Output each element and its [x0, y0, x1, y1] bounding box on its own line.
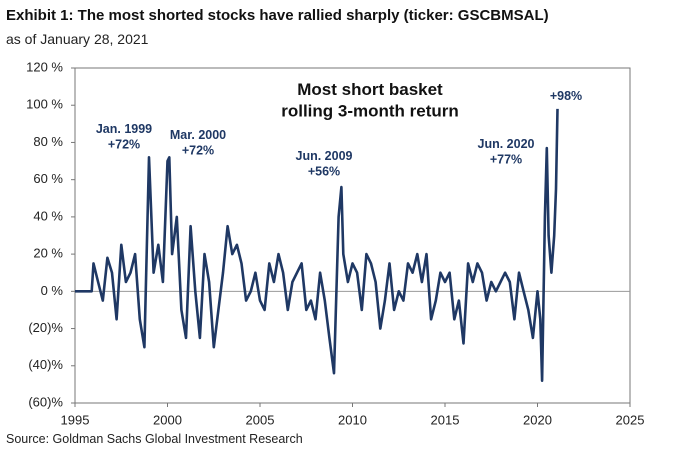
x-tick-label: 2025 [616, 412, 645, 427]
x-tick-label: 2005 [246, 412, 275, 427]
y-tick-label: 20 % [33, 246, 63, 261]
y-tick-label: 120 % [26, 59, 63, 74]
chart-label: Most short basket [297, 80, 443, 99]
chart-title: Exhibit 1: The most shorted stocks have … [6, 7, 549, 24]
y-tick-label: 80 % [33, 134, 63, 149]
x-tick-label: 2010 [338, 412, 367, 427]
annotation: +98% [550, 89, 582, 103]
annotation: Mar. 2000 [170, 128, 226, 142]
x-tick-label: 2000 [153, 412, 182, 427]
x-tick-label: 1995 [61, 412, 90, 427]
x-tick-label: 2020 [523, 412, 552, 427]
y-tick-label: 0 % [41, 283, 64, 298]
annotation: Jun. 2009 [296, 149, 353, 163]
chart-subtitle: as of January 28, 2021 [6, 31, 149, 47]
y-tick-label: (60)% [28, 394, 63, 409]
y-tick-label: 40 % [33, 208, 63, 223]
y-tick-label: 100 % [26, 97, 63, 112]
chart-label: rolling 3-month return [281, 101, 459, 120]
y-tick-label: (40)% [28, 357, 63, 372]
annotation: Jan. 1999 [96, 122, 152, 136]
source: Source: Goldman Sachs Global Investment … [6, 432, 303, 446]
y-tick-label: (20)% [28, 320, 63, 335]
annotation: +77% [490, 153, 522, 167]
annotation: +72% [182, 144, 214, 158]
x-tick-label: 2015 [431, 412, 460, 427]
series-line [75, 108, 559, 382]
annotation: +56% [308, 165, 340, 179]
y-tick-label: 60 % [33, 171, 63, 186]
annotation: Jun. 2020 [478, 137, 535, 151]
annotation: +72% [108, 138, 140, 152]
